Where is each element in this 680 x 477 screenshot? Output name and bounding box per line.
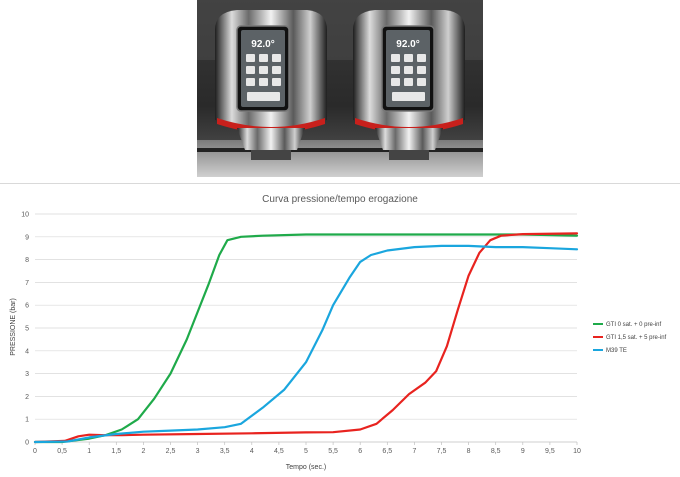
legend: GTI 0 sat. + 0 pre-inf GTI 1,5 sat. + 5 p… [593, 322, 667, 354]
x-tick-label: 0 [33, 448, 37, 455]
legend-label-1: GTI 0 sat. + 0 pre-inf [606, 322, 662, 328]
x-tick-label: 5 [304, 448, 308, 455]
x-tick-label: 2,5 [166, 448, 176, 455]
x-tick-label: 2 [141, 448, 145, 455]
grid-lines [35, 213, 577, 443]
right-temperature-display: 92.0° [396, 39, 419, 50]
x-tick-label: 6 [358, 448, 362, 455]
legend-label-3: M39 TE [606, 348, 627, 354]
x-tick-label: 1,5 [111, 448, 121, 455]
y-tick-label: 0 [25, 440, 29, 447]
right-group-head: 92.0° [353, 10, 465, 160]
left-group-head: 92.0° [215, 10, 327, 160]
series-line-1 [33, 233, 579, 444]
chart-title: Curva pressione/tempo erogazione [262, 194, 418, 205]
y-tick-label: 8 [25, 257, 29, 264]
chart-canvas: Curva pressione/tempo erogazione 0 1 2 3 4 5 6… [10, 194, 667, 471]
x-tick-label: 7,5 [437, 448, 447, 455]
legend-label-2: GTI 1,5 sat. + 5 pre-inf [606, 335, 667, 341]
x-tick-label: 10 [573, 448, 581, 455]
series-lines [33, 232, 579, 444]
y-tick-label: 6 [25, 303, 29, 310]
x-tick-label: 8,5 [491, 448, 501, 455]
series-line-2 [33, 232, 579, 444]
group-heads-illustration: 92.0° 92.0° [197, 0, 483, 177]
espresso-group-heads-photo: 92.0° 92.0° [197, 0, 483, 177]
x-tick-label: 9,5 [545, 448, 555, 455]
x-tick-label: 9 [521, 448, 525, 455]
pressure-time-chart: Curva pressione/tempo erogazione 0 1 2 3 4 5 6… [0, 183, 680, 476]
y-tick-label: 2 [25, 394, 29, 401]
right-button-grid [391, 54, 426, 101]
x-tick-label: 7 [412, 448, 416, 455]
y-tick-label: 1 [25, 417, 29, 424]
y-tick-label: 7 [25, 280, 29, 287]
y-axis-title: PRESSIONE (bar) [10, 298, 17, 356]
y-tick-label: 5 [25, 326, 29, 333]
x-tick-label: 3 [196, 448, 200, 455]
axis-ticks: 0 1 2 3 4 5 6 7 8 9 10 0 0,5 1 1,5 2 2,5 3 3,5 4 4,5 5 5,5 6 6,5… [21, 212, 581, 456]
x-tick-label: 3,5 [220, 448, 230, 455]
y-tick-label: 4 [25, 348, 29, 355]
left-temperature-display: 92.0° [251, 39, 274, 50]
x-tick-label: 8 [467, 448, 471, 455]
left-button-grid [246, 54, 281, 101]
x-tick-label: 4 [250, 448, 254, 455]
y-tick-label: 3 [25, 371, 29, 378]
x-tick-label: 5,5 [328, 448, 338, 455]
x-tick-label: 6,5 [382, 448, 392, 455]
x-axis-title: Tempo (sec.) [286, 464, 326, 471]
x-tick-label: 0,5 [57, 448, 67, 455]
x-tick-label: 1 [87, 448, 91, 455]
series-line-3 [33, 244, 579, 444]
y-tick-label: 9 [25, 234, 29, 241]
y-tick-label: 10 [21, 212, 29, 219]
x-tick-label: 4,5 [274, 448, 284, 455]
